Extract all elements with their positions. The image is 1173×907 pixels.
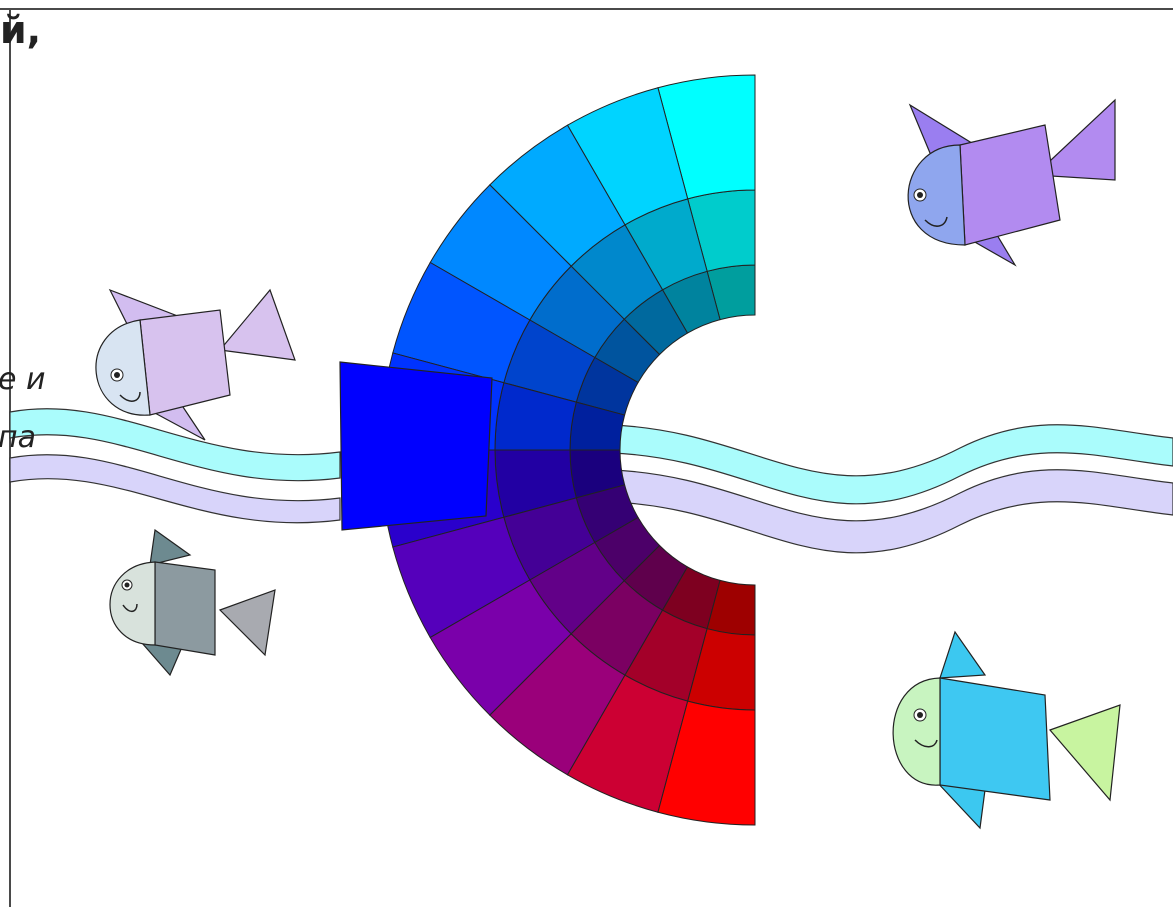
wheel-segment — [657, 700, 756, 826]
gray-fish — [109, 528, 276, 677]
blue-fish — [892, 630, 1121, 830]
wave-ribbon — [9, 408, 1173, 554]
wave-band-top-right — [609, 424, 1173, 505]
purple-fish — [907, 98, 1116, 267]
wave-band-bottom — [9, 454, 341, 524]
body-fragment-2: па — [0, 420, 36, 455]
slide-border-top — [0, 8, 1173, 10]
lavender-fish — [95, 288, 296, 441]
wave-band-bottom-right — [609, 469, 1173, 554]
wave-band-top — [9, 408, 341, 482]
heading-fragment: й, — [0, 8, 42, 52]
body-fragment-1: е и — [0, 362, 46, 397]
wheel-center-segment — [339, 361, 493, 531]
